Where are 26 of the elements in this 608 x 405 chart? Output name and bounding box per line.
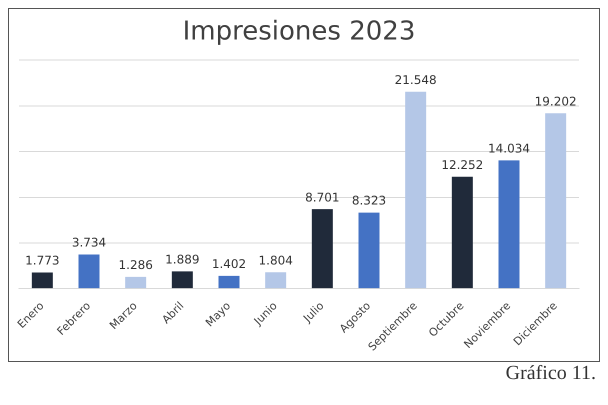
bar xyxy=(32,272,53,288)
bar xyxy=(452,176,473,288)
bar xyxy=(78,254,100,288)
data-label: 12.252 xyxy=(441,158,484,172)
data-label: 3.734 xyxy=(72,236,106,250)
data-label: 19.202 xyxy=(534,94,577,108)
data-label: 8.323 xyxy=(352,194,386,208)
bar xyxy=(498,160,520,288)
text: Gráfico 11. xyxy=(506,362,596,384)
data-label: 1.889 xyxy=(165,252,200,267)
chart-title: Impresiones 2023 xyxy=(182,16,416,46)
data-label: 8.701 xyxy=(305,190,340,204)
bar xyxy=(172,271,193,288)
data-label: 1.773 xyxy=(25,254,60,268)
data-label: 21.548 xyxy=(394,72,437,87)
bar xyxy=(125,276,146,288)
bar xyxy=(545,113,566,288)
bar xyxy=(312,209,333,288)
bar xyxy=(405,92,426,288)
bar xyxy=(265,272,286,288)
bar xyxy=(218,276,240,288)
data-label: 1.402 xyxy=(212,256,246,271)
bar xyxy=(358,212,380,288)
data-label: 14.034 xyxy=(488,142,530,156)
data-label: 1.286 xyxy=(118,258,153,272)
data-label: 1.804 xyxy=(258,253,293,268)
